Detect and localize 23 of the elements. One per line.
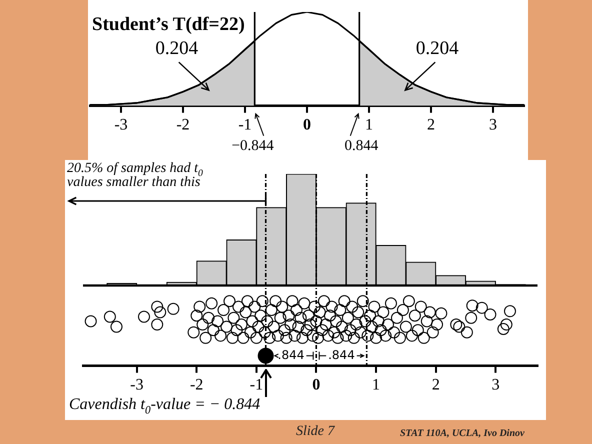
- x-tick-label: 3: [492, 376, 500, 394]
- x-tick-label: -3: [130, 376, 144, 394]
- ref-line-label: 0.844: [344, 138, 379, 154]
- x-tick-label: 2: [427, 116, 435, 134]
- x-tick-label: 0: [312, 376, 320, 394]
- text: Slide 7: [296, 424, 334, 440]
- x-tick-label: -2: [190, 376, 204, 394]
- x-tick-label: 1: [372, 376, 380, 394]
- annotation: 0.204: [416, 38, 460, 60]
- x-tick-label: -2: [176, 116, 190, 134]
- x-tick-label: 2: [432, 376, 440, 394]
- text: STAT 110A, UCLA, Ivo Dinov: [400, 428, 524, 439]
- x-tick-label: -3: [114, 116, 128, 134]
- annotation: .844: [328, 348, 355, 362]
- annotation: .844: [278, 348, 304, 362]
- chart-title: Student’s T(df=22): [92, 14, 245, 35]
- x-tick-label: 3: [489, 116, 497, 134]
- x-tick-label: 0: [303, 116, 311, 134]
- annotation: 0.204: [155, 38, 199, 60]
- x-tick-label: -1: [238, 116, 252, 134]
- ref-line-label: −0.844: [232, 138, 274, 154]
- x-tick-label: 1: [365, 116, 373, 134]
- x-tick-label: -1: [250, 376, 264, 394]
